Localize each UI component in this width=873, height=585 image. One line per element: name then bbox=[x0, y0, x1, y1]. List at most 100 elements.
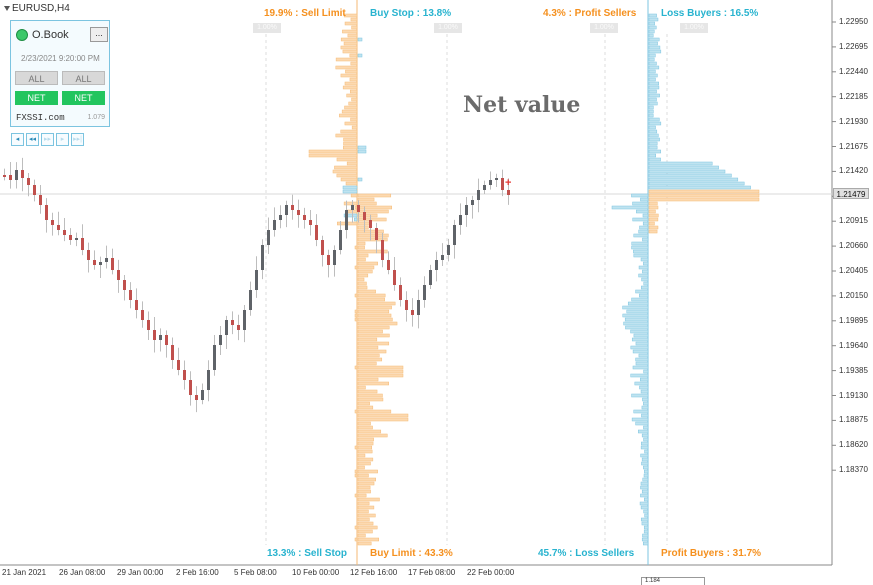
symbol-dropdown-icon[interactable] bbox=[4, 6, 10, 11]
positionbook-bar bbox=[648, 57, 655, 62]
candle-body bbox=[303, 215, 306, 220]
orderbook-bar bbox=[357, 437, 374, 442]
candle-body bbox=[417, 300, 420, 315]
candle-body bbox=[135, 300, 138, 310]
orderbook-bar bbox=[343, 141, 358, 146]
orderbook-bar bbox=[341, 109, 358, 114]
orderbook-bar bbox=[342, 29, 358, 34]
nav-first-button[interactable]: ◂ bbox=[11, 133, 24, 146]
nav-forward-fast-button[interactable]: ▸▸ bbox=[41, 133, 54, 146]
all-right-button[interactable]: ALL bbox=[62, 71, 105, 85]
orderbook-bar bbox=[357, 257, 366, 262]
positionbook-bar bbox=[648, 45, 661, 50]
positionbook-bar bbox=[641, 441, 649, 446]
nav-back-button[interactable]: ◂◂ bbox=[26, 133, 39, 146]
orderbook-bar bbox=[357, 413, 409, 418]
positionbook-bar bbox=[633, 233, 649, 238]
net-left-button[interactable]: NET bbox=[15, 91, 58, 105]
orderbook-bar bbox=[357, 293, 386, 298]
positionbook-bar bbox=[640, 481, 649, 486]
candle-body bbox=[429, 270, 432, 285]
pct-badge: 1.00% bbox=[680, 23, 708, 33]
orderbook-bar bbox=[354, 469, 358, 474]
positionbook-bar bbox=[630, 329, 649, 334]
candle-body bbox=[231, 320, 234, 325]
orderbook-bar bbox=[357, 529, 373, 534]
orderbook-bar bbox=[357, 377, 379, 382]
candle-body bbox=[441, 255, 444, 260]
orderbook-bar bbox=[357, 429, 382, 434]
orderbook-bar bbox=[340, 73, 358, 78]
orderbook-bar bbox=[357, 433, 388, 438]
positionbook-bar bbox=[648, 189, 760, 194]
net-right-button[interactable]: NET bbox=[62, 91, 105, 105]
orderbook-bar bbox=[345, 69, 358, 74]
positionbook-bar bbox=[648, 89, 657, 94]
orderbook-bar bbox=[357, 289, 376, 294]
candle-body bbox=[495, 178, 498, 180]
price-tick: 1.22950 bbox=[839, 17, 868, 26]
orderbook-bar bbox=[354, 317, 358, 322]
orderbook-bar bbox=[357, 477, 376, 482]
candle-body bbox=[297, 210, 300, 215]
orderbook-bar bbox=[357, 541, 372, 546]
all-left-button[interactable]: ALL bbox=[15, 71, 58, 85]
orderbook-bar bbox=[346, 209, 358, 214]
order-book-panel: O.Book ... 2/23/2021 9:20:00 PM ALL ALL … bbox=[10, 20, 110, 127]
orderbook-bar bbox=[351, 125, 358, 130]
positionbook-bar bbox=[648, 153, 657, 158]
orderbook-bar bbox=[357, 409, 392, 414]
price-tick: 1.18620 bbox=[839, 440, 868, 450]
orderbook-bar bbox=[357, 493, 367, 498]
candle-body bbox=[87, 250, 90, 260]
positionbook-bar bbox=[640, 197, 649, 202]
radio-on-icon[interactable] bbox=[16, 29, 28, 41]
positionbook-bar bbox=[643, 465, 649, 470]
candle-body bbox=[351, 205, 354, 210]
orderbook-bar bbox=[357, 533, 366, 538]
candle-body bbox=[489, 180, 492, 185]
orderbook-bar bbox=[357, 149, 367, 154]
candle-body bbox=[375, 228, 378, 240]
orderbook-bar bbox=[343, 145, 358, 150]
positionbook-bar bbox=[635, 361, 649, 366]
candle-body bbox=[111, 258, 114, 270]
positionbook-bar bbox=[640, 505, 649, 510]
orderbook-bar bbox=[336, 173, 358, 178]
orderbook-bar bbox=[348, 101, 358, 106]
candle-body bbox=[381, 240, 384, 260]
orderbook-bar bbox=[353, 217, 358, 222]
candle-body bbox=[393, 270, 396, 285]
time-tick: 12 Feb 16:00 bbox=[350, 568, 398, 577]
panel-menu-button[interactable]: ... bbox=[90, 27, 108, 42]
orderbook-bar bbox=[357, 397, 384, 402]
orderbook-bar bbox=[357, 177, 363, 182]
nav-last-button[interactable]: ▸▸| bbox=[71, 133, 84, 146]
candle-body bbox=[3, 175, 6, 177]
orderbook-bar bbox=[340, 129, 358, 134]
candle-body bbox=[291, 205, 294, 210]
candle-body bbox=[117, 270, 120, 280]
candle-body bbox=[201, 390, 204, 400]
positionbook-bar bbox=[648, 93, 660, 98]
candle-body bbox=[219, 335, 222, 345]
positionbook-bar bbox=[648, 65, 660, 70]
orderbook-bar bbox=[349, 53, 358, 58]
positionbook-bar bbox=[639, 385, 649, 390]
orderbook-bar bbox=[357, 53, 363, 58]
candle-body bbox=[507, 190, 510, 195]
orderbook-bar bbox=[357, 325, 390, 330]
orderbook-bar bbox=[354, 537, 358, 542]
positionbook-bar bbox=[639, 501, 649, 506]
orderbook-bar bbox=[357, 309, 390, 314]
positionbook-bar bbox=[642, 213, 649, 218]
orderbook-bar bbox=[357, 445, 373, 450]
orderbook-bar bbox=[357, 193, 392, 198]
price-tick: 1.20150 bbox=[839, 290, 868, 300]
orderbook-bar bbox=[357, 421, 371, 426]
orderbook-bar bbox=[344, 21, 358, 26]
positionbook-bar bbox=[648, 25, 657, 30]
nav-forward-button[interactable]: ▸ bbox=[56, 133, 69, 146]
orderbook-bar bbox=[347, 33, 358, 38]
